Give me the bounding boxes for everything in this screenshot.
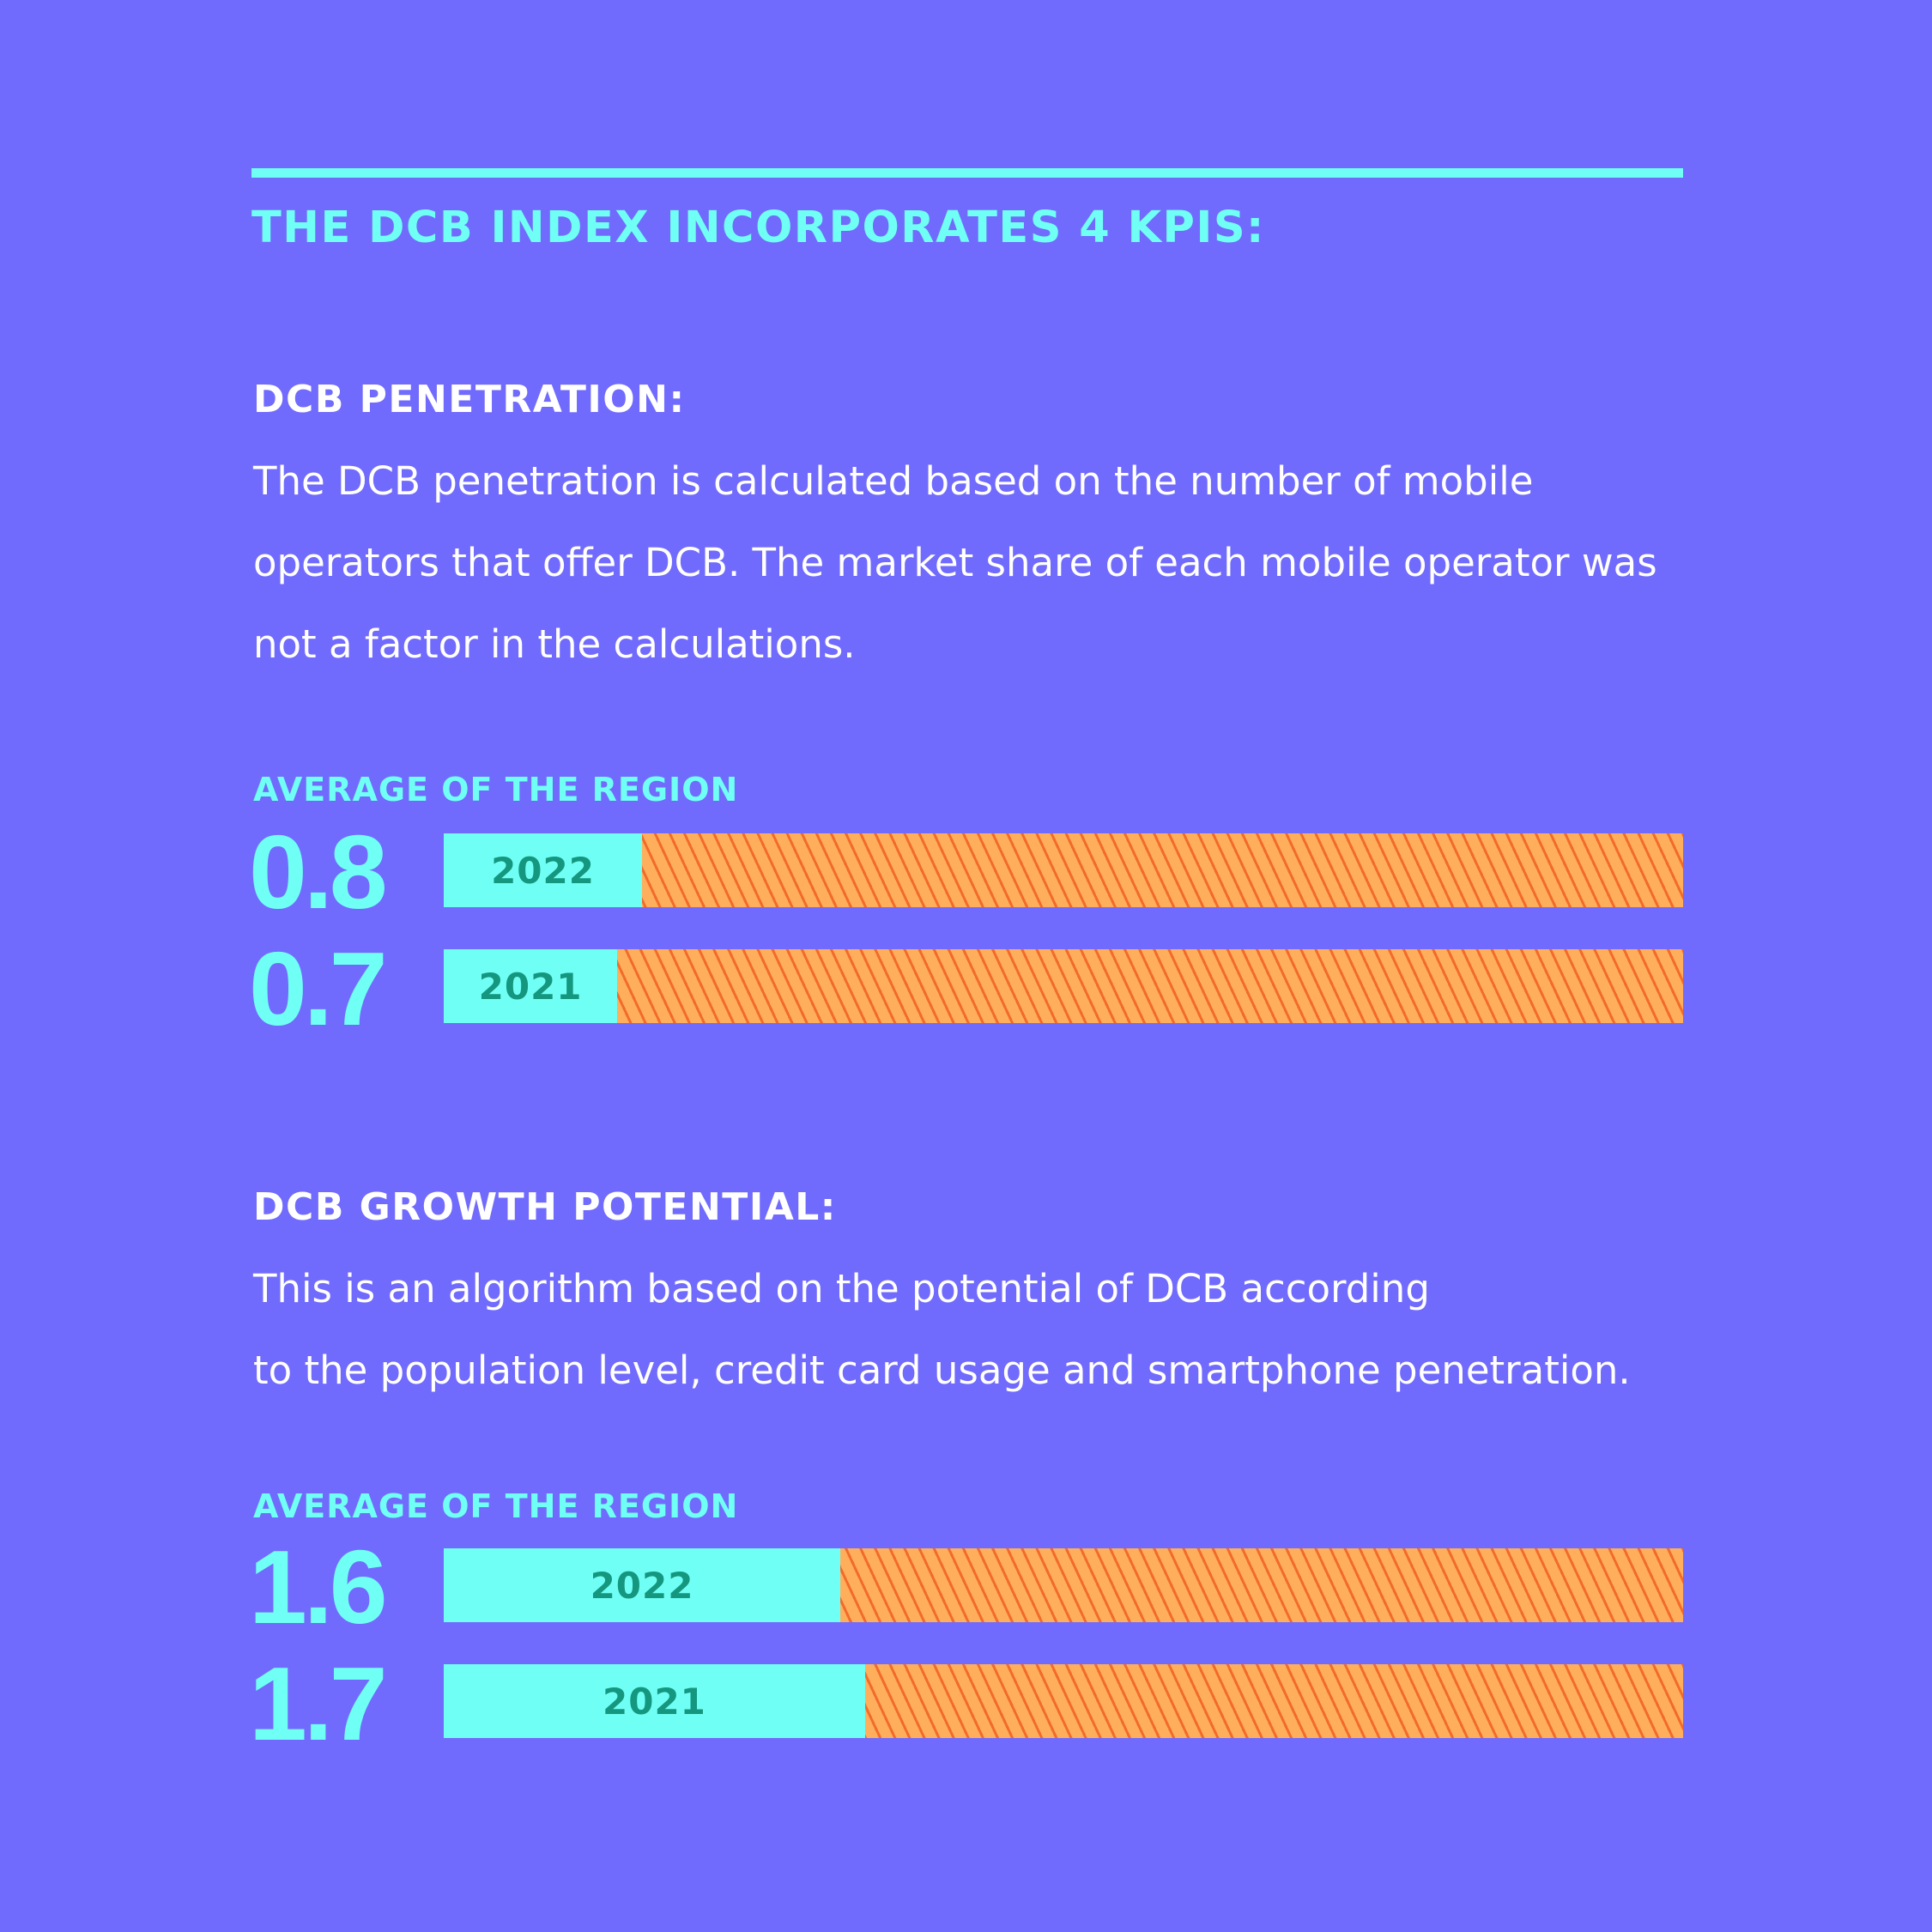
value-label-growth-2022: 1.6 [249, 1529, 388, 1645]
description-line: The DCB penetration is calculated based … [253, 458, 1534, 504]
value-label-penetration-2021: 0.7 [249, 930, 388, 1047]
bar-track-growth-2022: 2022 [444, 1548, 1683, 1622]
value-label-penetration-2022: 0.8 [249, 814, 388, 930]
description-line: operators that offer DCB. The market sha… [253, 540, 1657, 585]
description-line: This is an algorithm based on the potent… [253, 1266, 1430, 1311]
bar-year-label: 2021 [603, 1680, 706, 1723]
bar-track-penetration-2021: 2021 [444, 949, 1683, 1023]
section-description-growth: This is an algorithm based on the potent… [253, 1248, 1712, 1411]
average-label-growth: AVERAGE OF THE REGION [253, 1487, 739, 1525]
description-line: to the population level, credit card usa… [253, 1348, 1631, 1393]
section-description-penetration: The DCB penetration is calculated based … [253, 440, 1712, 685]
bar-growth-2022: 2022 [444, 1548, 841, 1622]
top-divider [251, 168, 1683, 178]
description-line: not a factor in the calculations. [253, 621, 856, 667]
bar-penetration-2021: 2021 [444, 949, 618, 1023]
bar-year-label: 2021 [478, 965, 583, 1008]
value-label-growth-2021: 1.7 [249, 1645, 388, 1762]
bar-track-penetration-2022: 2022 [444, 833, 1683, 907]
bar-track-growth-2021: 2021 [444, 1664, 1683, 1738]
bar-year-label: 2022 [590, 1564, 694, 1607]
section-title-penetration: DCB PENETRATION: [253, 378, 686, 421]
bar-year-label: 2022 [491, 849, 595, 892]
page-title: THE DCB INDEX INCORPORATES 4 KPIS: [251, 203, 1265, 253]
bar-growth-2021: 2021 [444, 1664, 865, 1738]
section-title-growth: DCB GROWTH POTENTIAL: [253, 1185, 837, 1229]
bar-penetration-2022: 2022 [444, 833, 643, 907]
average-label-penetration: AVERAGE OF THE REGION [253, 771, 739, 809]
